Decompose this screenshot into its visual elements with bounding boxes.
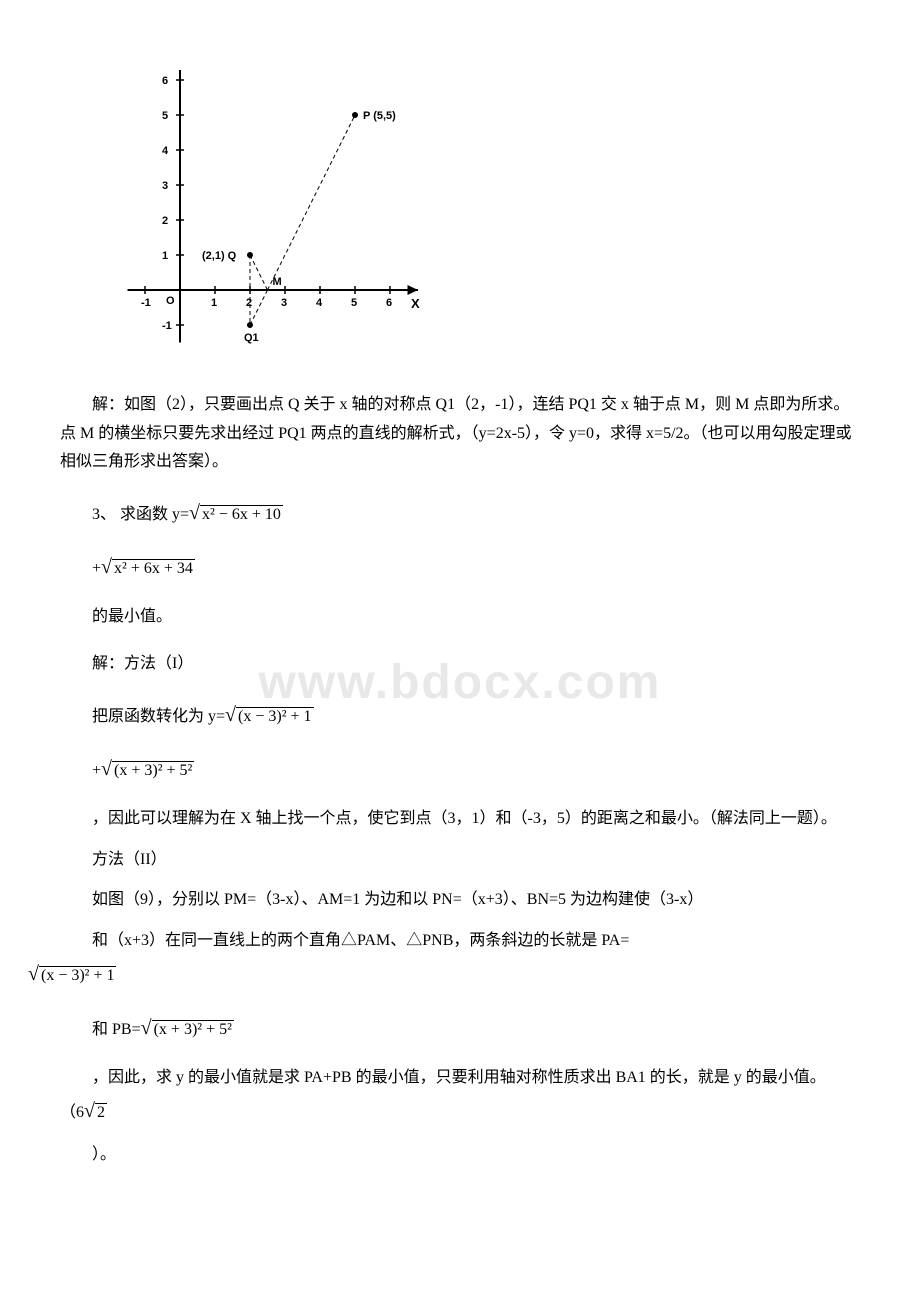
coordinate-graph: YXO-1123456-1123456P (5,5)(2,1) QQ1M <box>120 70 860 361</box>
method1-plus: + <box>92 762 101 779</box>
svg-text:1: 1 <box>162 250 168 262</box>
svg-text:6: 6 <box>162 75 168 87</box>
svg-text:-1: -1 <box>141 297 151 309</box>
svg-text:3: 3 <box>162 180 168 192</box>
method2-p2-expr: (x − 3)² + 1 <box>39 966 117 984</box>
svg-text:(2,1) Q: (2,1) Q <box>202 250 237 262</box>
svg-text:1: 1 <box>211 297 217 309</box>
method2-p3-expr: (x + 3)² + 5² <box>152 1020 234 1038</box>
problem3-end: 的最小值。 <box>92 603 860 632</box>
svg-text:O: O <box>166 295 175 307</box>
svg-text:6: 6 <box>386 297 392 309</box>
method2-p4-prefix: ，因此，求 y 的最小值就是求 PA+PB 的最小值，只要利用轴对称性质求出 B… <box>60 1069 826 1121</box>
svg-text:5: 5 <box>162 110 168 122</box>
method1-expr2: (x + 3)² + 5² <box>112 761 194 779</box>
method1-expr1: (x − 3)² + 1 <box>236 707 314 725</box>
problem3-plus: + <box>92 560 101 577</box>
document-content: YXO-1123456-1123456P (5,5)(2,1) QQ1M 解：如… <box>60 70 860 1170</box>
problem3-line2: +√x² + 6x + 34 <box>92 549 860 585</box>
method1-line2: +√(x + 3)² + 5² <box>92 751 860 787</box>
svg-text:5: 5 <box>351 297 357 309</box>
svg-text:2: 2 <box>246 297 252 309</box>
method2-p5: ）。 <box>60 1141 860 1170</box>
svg-text:X: X <box>411 296 420 311</box>
method1-transform-text: 把原函数转化为 y= <box>92 708 225 725</box>
svg-text:4: 4 <box>316 297 323 309</box>
problem3-expr2: x² + 6x + 34 <box>112 559 195 577</box>
svg-text:3: 3 <box>281 297 287 309</box>
svg-text:P (5,5): P (5,5) <box>363 110 396 122</box>
method2-p3-prefix: 和 PB= <box>92 1021 141 1038</box>
problem3-label: 3、 求函数 y= <box>92 506 189 523</box>
method2-p1: 如图（9），分别以 PM=（3-x）、AM=1 为边和以 PN=（x+3）、BN… <box>60 886 860 915</box>
solution-intro-text: 解：如图（2），只要画出点 Q 关于 x 轴的对称点 Q1（2，-1），连结 P… <box>60 391 860 477</box>
method2-p2-prefix: 和（x+3）在同一直线上的两个直角△PAM、△PNB，两条斜边的长就是 PA= <box>92 932 629 949</box>
svg-text:4: 4 <box>162 145 169 157</box>
method2-p4: ，因此，求 y 的最小值就是求 PA+PB 的最小值，只要利用轴对称性质求出 B… <box>60 1064 860 1129</box>
svg-text:M: M <box>273 276 282 288</box>
svg-text:Q1: Q1 <box>244 332 259 344</box>
method2-p4-sqrt: 2 <box>95 1103 107 1121</box>
method1-title: 解：方法（I） <box>92 650 860 679</box>
method2-title: 方法（II） <box>60 846 860 875</box>
method1-transform: 把原函数转化为 y=√(x − 3)² + 1 <box>92 697 860 733</box>
problem3-line1: 3、 求函数 y=√x² − 6x + 10 <box>92 495 860 531</box>
svg-text:-1: -1 <box>162 320 172 332</box>
problem3-expr1: x² − 6x + 10 <box>200 505 283 523</box>
svg-text:2: 2 <box>162 215 168 227</box>
method2-p2: 和（x+3）在同一直线上的两个直角△PAM、△PNB，两条斜边的长就是 PA= … <box>60 927 860 992</box>
method1-explain: ，因此可以理解为在 X 轴上找一个点，使它到点（3，1）和（-3，5）的距离之和… <box>60 805 860 834</box>
method2-p3: 和 PB=√(x + 3)² + 5² <box>92 1010 860 1046</box>
